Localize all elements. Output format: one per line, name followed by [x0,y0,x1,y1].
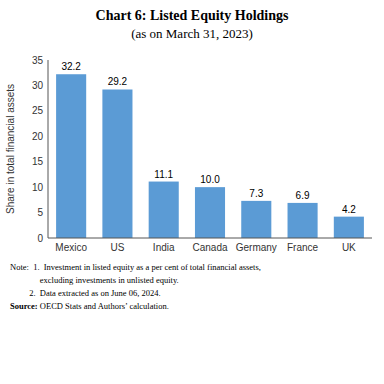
data-label: 32.2 [61,61,81,72]
bar [288,203,318,238]
y-tick-label: 0 [37,233,43,244]
x-tick-label: US [110,242,124,253]
y-tick-label: 30 [32,80,44,91]
data-label: 29.2 [108,76,128,87]
data-label: 6.9 [296,190,310,201]
y-axis-label: Share in total financial assets [5,84,16,214]
x-tick-label: Mexico [55,242,87,253]
x-tick-label: Canada [192,242,227,253]
bar [56,74,86,238]
y-tick-label: 25 [32,105,44,116]
y-axis [48,60,49,238]
bar [241,201,271,238]
note: Note: 1. Investment in listed equity as … [10,262,261,272]
source-prefix: Source: [10,301,38,311]
bar [195,187,225,238]
bars [56,74,364,238]
data-label: 10.0 [200,174,220,185]
chart: Chart 6: Listed Equity Holdings (as on Ma… [0,0,384,384]
data-label: 7.3 [249,188,263,199]
note: 2. Data extracted as on June 06, 2024. [10,288,161,298]
bar [102,89,132,238]
x-tick-label: France [287,242,319,253]
x-tick-label: UK [342,242,356,253]
y-tick-label: 10 [32,182,44,193]
y-tick-label: 20 [32,131,44,142]
data-label: 4.2 [342,204,356,215]
y-tick-label: 5 [37,207,43,218]
bar [334,217,364,238]
note: excluding investments in unlisted equity… [10,275,179,285]
bar [149,182,179,238]
source-text: OECD Stats and Authors’ calculation. [38,301,169,311]
source: Source: OECD Stats and Authors’ calculat… [10,301,169,311]
x-tick-label: India [153,242,175,253]
title: Chart 6: Listed Equity Holdings [96,8,289,23]
y-tick-label: 15 [32,156,44,167]
x-axis [48,238,372,239]
y-tick-label: 35 [32,55,44,66]
x-tick-label: Germany [236,242,277,253]
data-label: 11.1 [154,169,173,180]
subtitle: (as on March 31, 2023) [131,26,253,41]
